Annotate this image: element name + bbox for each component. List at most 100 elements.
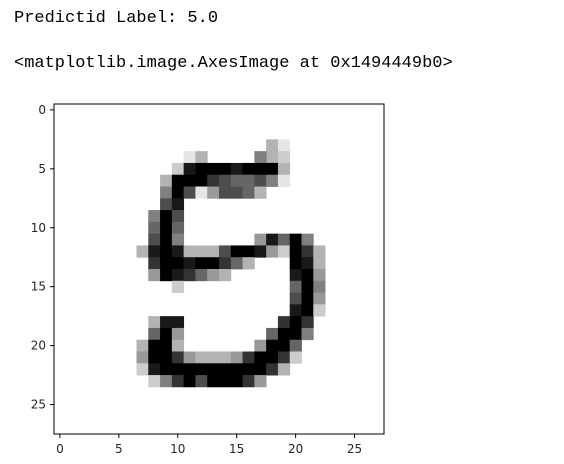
- image-pixel: [278, 139, 290, 151]
- image-pixel: [184, 163, 196, 175]
- image-pixel: [195, 257, 207, 269]
- image-pixel: [219, 187, 231, 199]
- image-pixel: [207, 352, 219, 364]
- image-pixel: [184, 269, 196, 281]
- x-tick-label: 20: [288, 442, 303, 456]
- image-pixel: [243, 363, 255, 375]
- image-pixel: [172, 328, 184, 340]
- image-pixel: [207, 257, 219, 269]
- image-pixel: [266, 340, 278, 352]
- y-tick-label: 20: [31, 339, 46, 353]
- image-pixel: [137, 363, 149, 375]
- image-pixel: [160, 269, 172, 281]
- image-pixel: [290, 245, 302, 257]
- image-pixel: [172, 257, 184, 269]
- image-pixel: [254, 352, 266, 364]
- image-pixel: [254, 375, 266, 387]
- image-pixel: [148, 375, 160, 387]
- image-pixel: [172, 281, 184, 293]
- image-pixel: [207, 269, 219, 281]
- image-pixel: [302, 234, 314, 246]
- image-pixel: [313, 269, 325, 281]
- image-pixel: [278, 234, 290, 246]
- image-pixel: [302, 269, 314, 281]
- image-pixel: [231, 352, 243, 364]
- image-pixel: [290, 328, 302, 340]
- image-pixel: [148, 257, 160, 269]
- image-pixel: [137, 352, 149, 364]
- image-pixel: [313, 281, 325, 293]
- image-pixel: [207, 187, 219, 199]
- image-pixel: [278, 175, 290, 187]
- image-pixel: [160, 234, 172, 246]
- image-pixel: [160, 222, 172, 234]
- image-pixel: [195, 151, 207, 163]
- image-pixel: [160, 198, 172, 210]
- image-pixel: [243, 187, 255, 199]
- image-pixel: [207, 163, 219, 175]
- image-pixel: [172, 316, 184, 328]
- image-pixel: [195, 245, 207, 257]
- x-tick-label: 15: [229, 442, 244, 456]
- image-pixel: [231, 375, 243, 387]
- image-pixel: [254, 163, 266, 175]
- image-pixel: [160, 187, 172, 199]
- image-pixel: [137, 340, 149, 352]
- image-pixel: [278, 363, 290, 375]
- image-pixel: [302, 245, 314, 257]
- image-pixel: [184, 363, 196, 375]
- image-pixel: [148, 210, 160, 222]
- image-pixel: [219, 269, 231, 281]
- image-pixel: [266, 139, 278, 151]
- image-pixel: [231, 363, 243, 375]
- image-pixel: [195, 187, 207, 199]
- image-pixel: [243, 352, 255, 364]
- image-pixel: [290, 293, 302, 305]
- image-pixel: [172, 269, 184, 281]
- image-pixel: [184, 151, 196, 163]
- x-tick-label: 0: [56, 442, 64, 456]
- image-pixel: [313, 245, 325, 257]
- image-pixel: [254, 151, 266, 163]
- image-pixel: [172, 187, 184, 199]
- image-pixel: [172, 375, 184, 387]
- image-pixel: [172, 245, 184, 257]
- image-pixel: [172, 210, 184, 222]
- image-pixel: [219, 257, 231, 269]
- image-pixel: [172, 234, 184, 246]
- image-pixel: [254, 340, 266, 352]
- image-pixel: [254, 363, 266, 375]
- image-pixel: [172, 163, 184, 175]
- image-pixel: [195, 375, 207, 387]
- image-pixel: [219, 375, 231, 387]
- y-tick-label: 15: [31, 280, 46, 294]
- y-tick-label: 25: [31, 398, 46, 412]
- image-pixel: [266, 245, 278, 257]
- image-pixel: [278, 245, 290, 257]
- image-pixel: [266, 234, 278, 246]
- image-pixel: [160, 175, 172, 187]
- y-tick-label: 5: [38, 162, 46, 176]
- image-pixel: [302, 316, 314, 328]
- image-pixel: [172, 198, 184, 210]
- image-pixel: [172, 352, 184, 364]
- image-pixel: [207, 375, 219, 387]
- image-pixel: [313, 304, 325, 316]
- image-pixel: [160, 257, 172, 269]
- image-pixel: [302, 293, 314, 305]
- image-pixel: [231, 163, 243, 175]
- image-pixel: [254, 245, 266, 257]
- image-pixel: [160, 316, 172, 328]
- image-pixel: [184, 175, 196, 187]
- image-pixel: [219, 245, 231, 257]
- image-pixel: [219, 352, 231, 364]
- image-pixel: [302, 281, 314, 293]
- x-tick-label: 25: [347, 442, 362, 456]
- image-pixel: [160, 352, 172, 364]
- image-pixel: [160, 328, 172, 340]
- image-pixel: [266, 363, 278, 375]
- y-tick-label: 0: [38, 103, 46, 117]
- image-pixel: [243, 175, 255, 187]
- image-pixel: [278, 151, 290, 163]
- pixel-grid: [137, 139, 326, 387]
